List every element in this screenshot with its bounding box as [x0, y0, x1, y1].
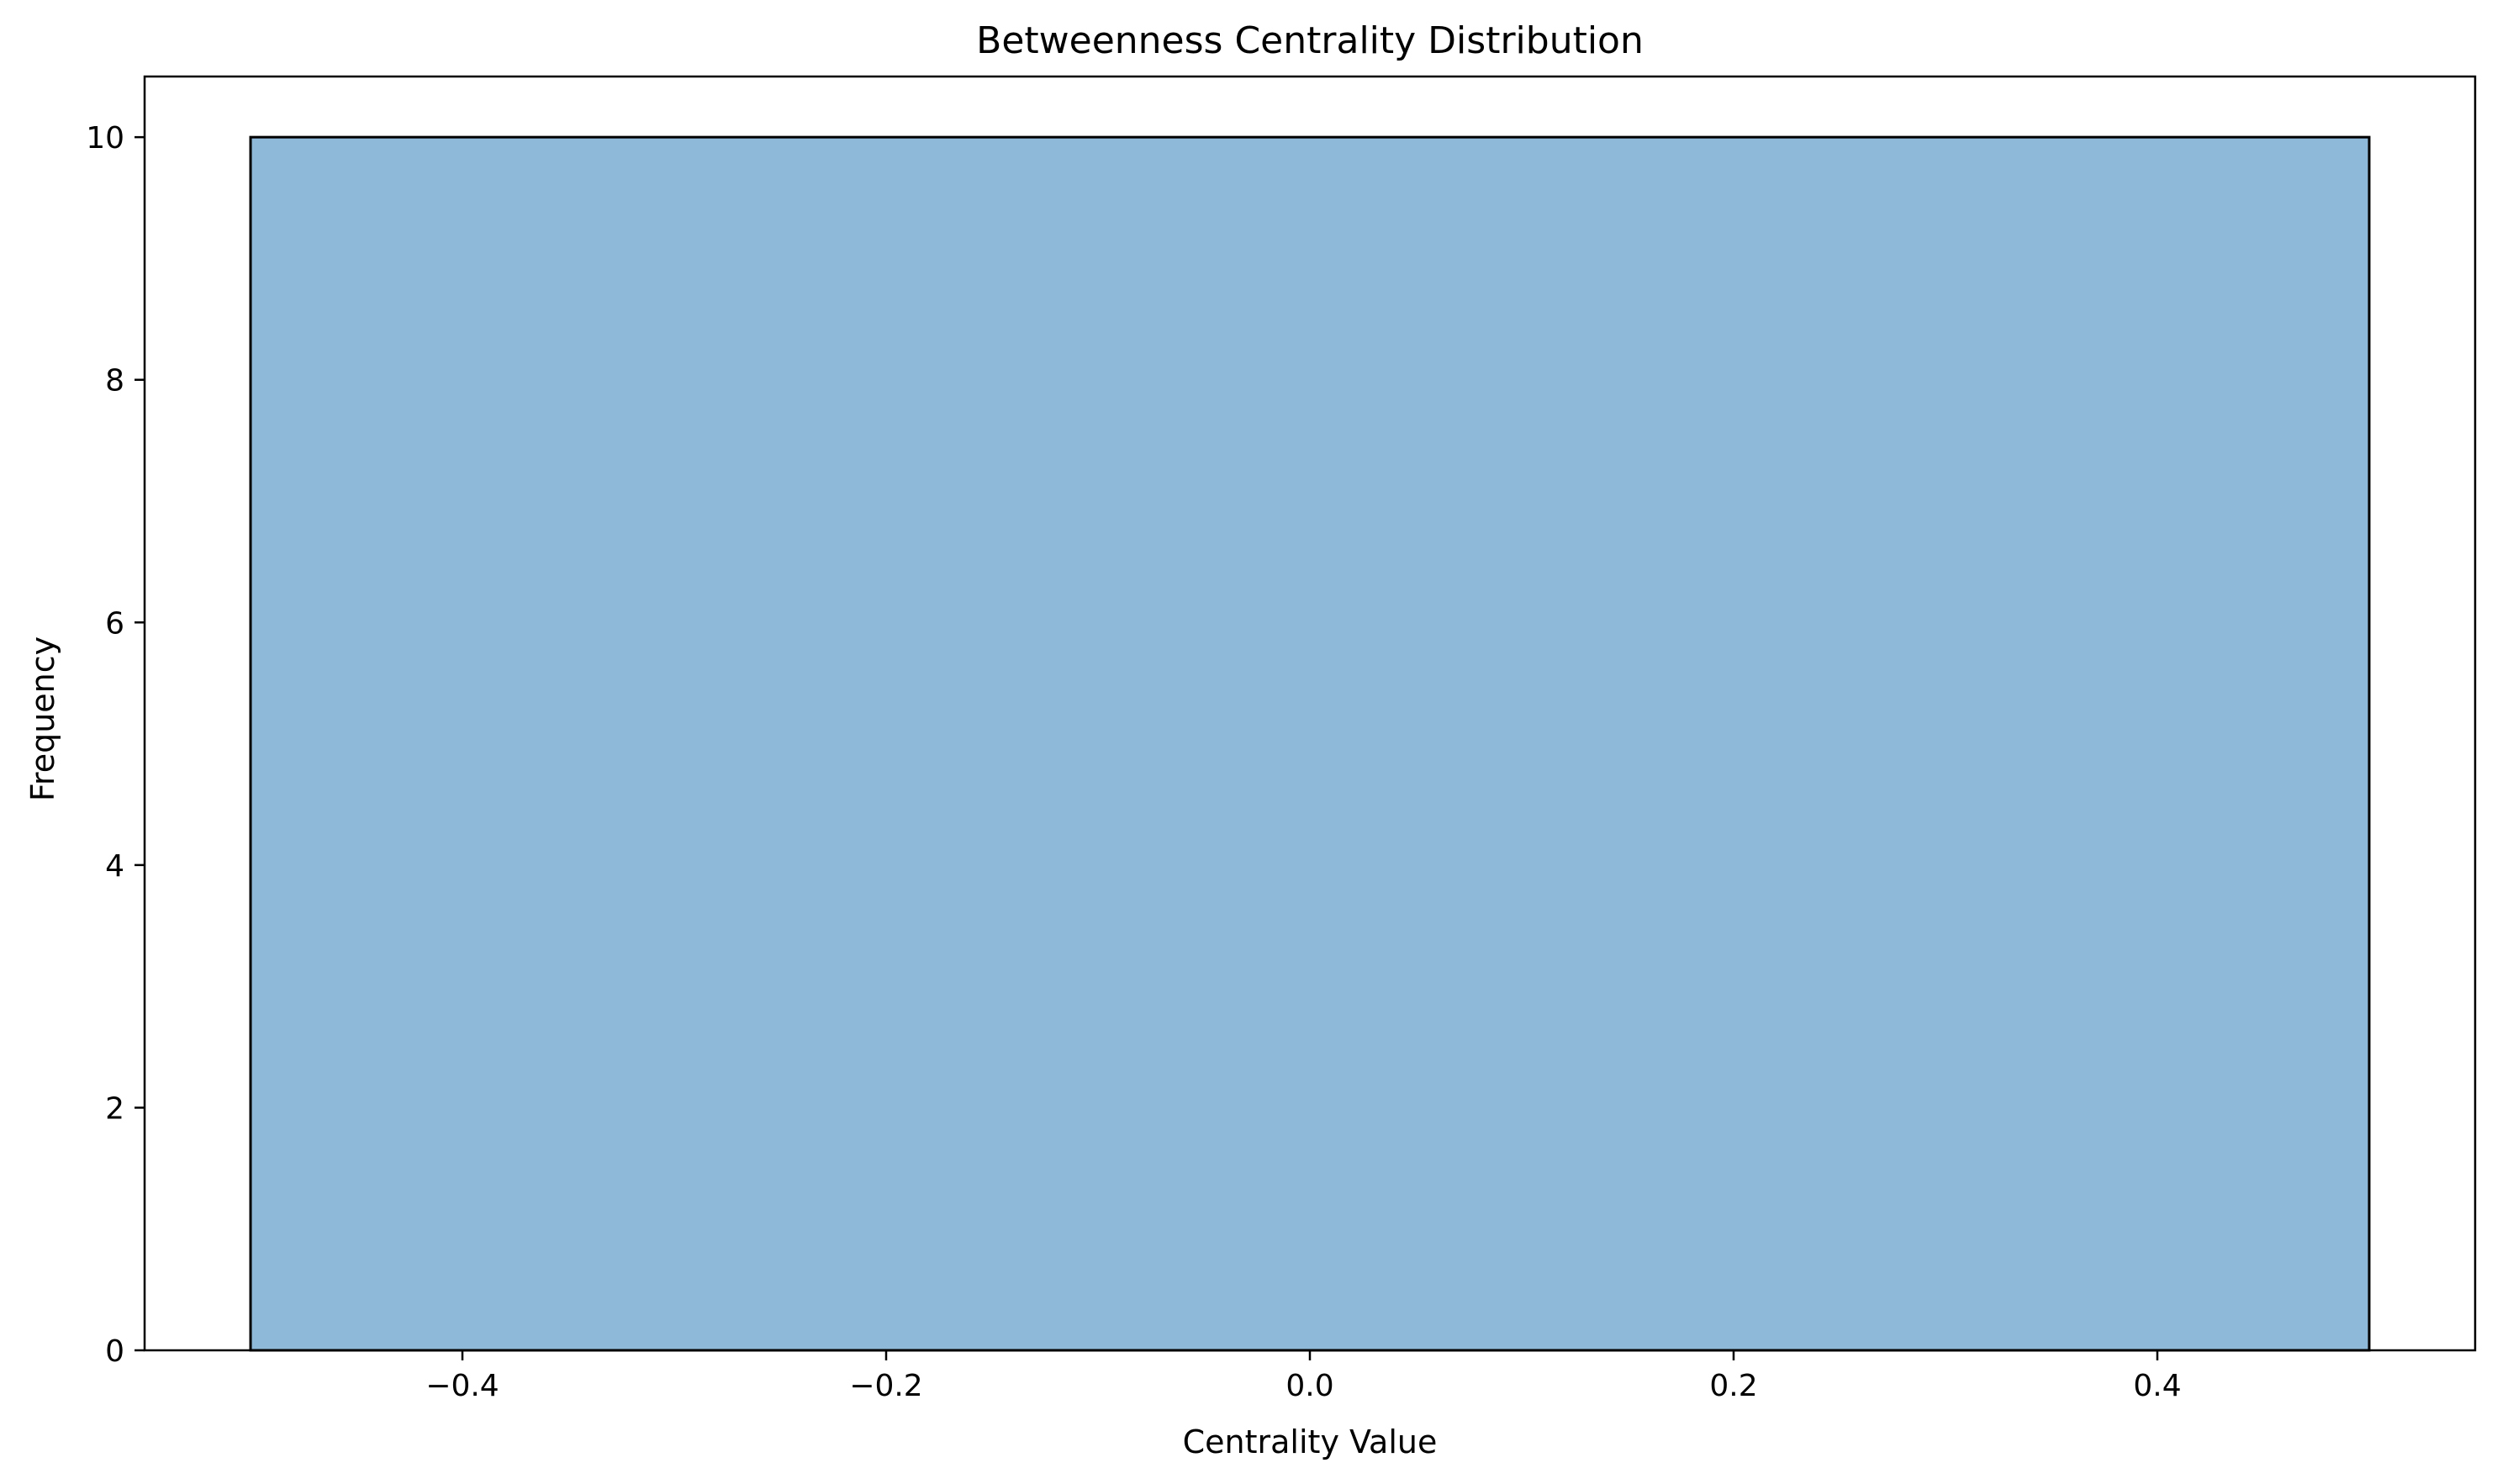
y-tick-label: 8 [105, 364, 124, 399]
chart-title: Betweenness Centrality Distribution [976, 19, 1644, 62]
y-tick-label: 10 [86, 121, 124, 156]
x-tick-label: 0.2 [1709, 1369, 1757, 1403]
y-axis-ticks: 0 2 4 6 8 10 [86, 121, 145, 1369]
y-tick-label: 4 [105, 849, 124, 884]
histogram-bar [249, 135, 2371, 1352]
y-tick-label: 0 [105, 1334, 124, 1369]
y-axis-label: Frequency [24, 636, 61, 801]
x-tick-label: 0.4 [2133, 1369, 2181, 1403]
y-tick-label: 2 [105, 1091, 124, 1126]
y-tick-label: 6 [105, 606, 124, 641]
x-tick-label: 0.0 [1285, 1369, 1333, 1403]
x-axis-label: Centrality Value [1183, 1423, 1438, 1460]
histogram-bars [249, 135, 2371, 1352]
x-tick-label: −0.2 [849, 1369, 922, 1403]
x-tick-label: −0.4 [425, 1369, 499, 1403]
x-axis-ticks: −0.4 −0.2 0.0 0.2 0.4 [425, 1350, 2182, 1403]
